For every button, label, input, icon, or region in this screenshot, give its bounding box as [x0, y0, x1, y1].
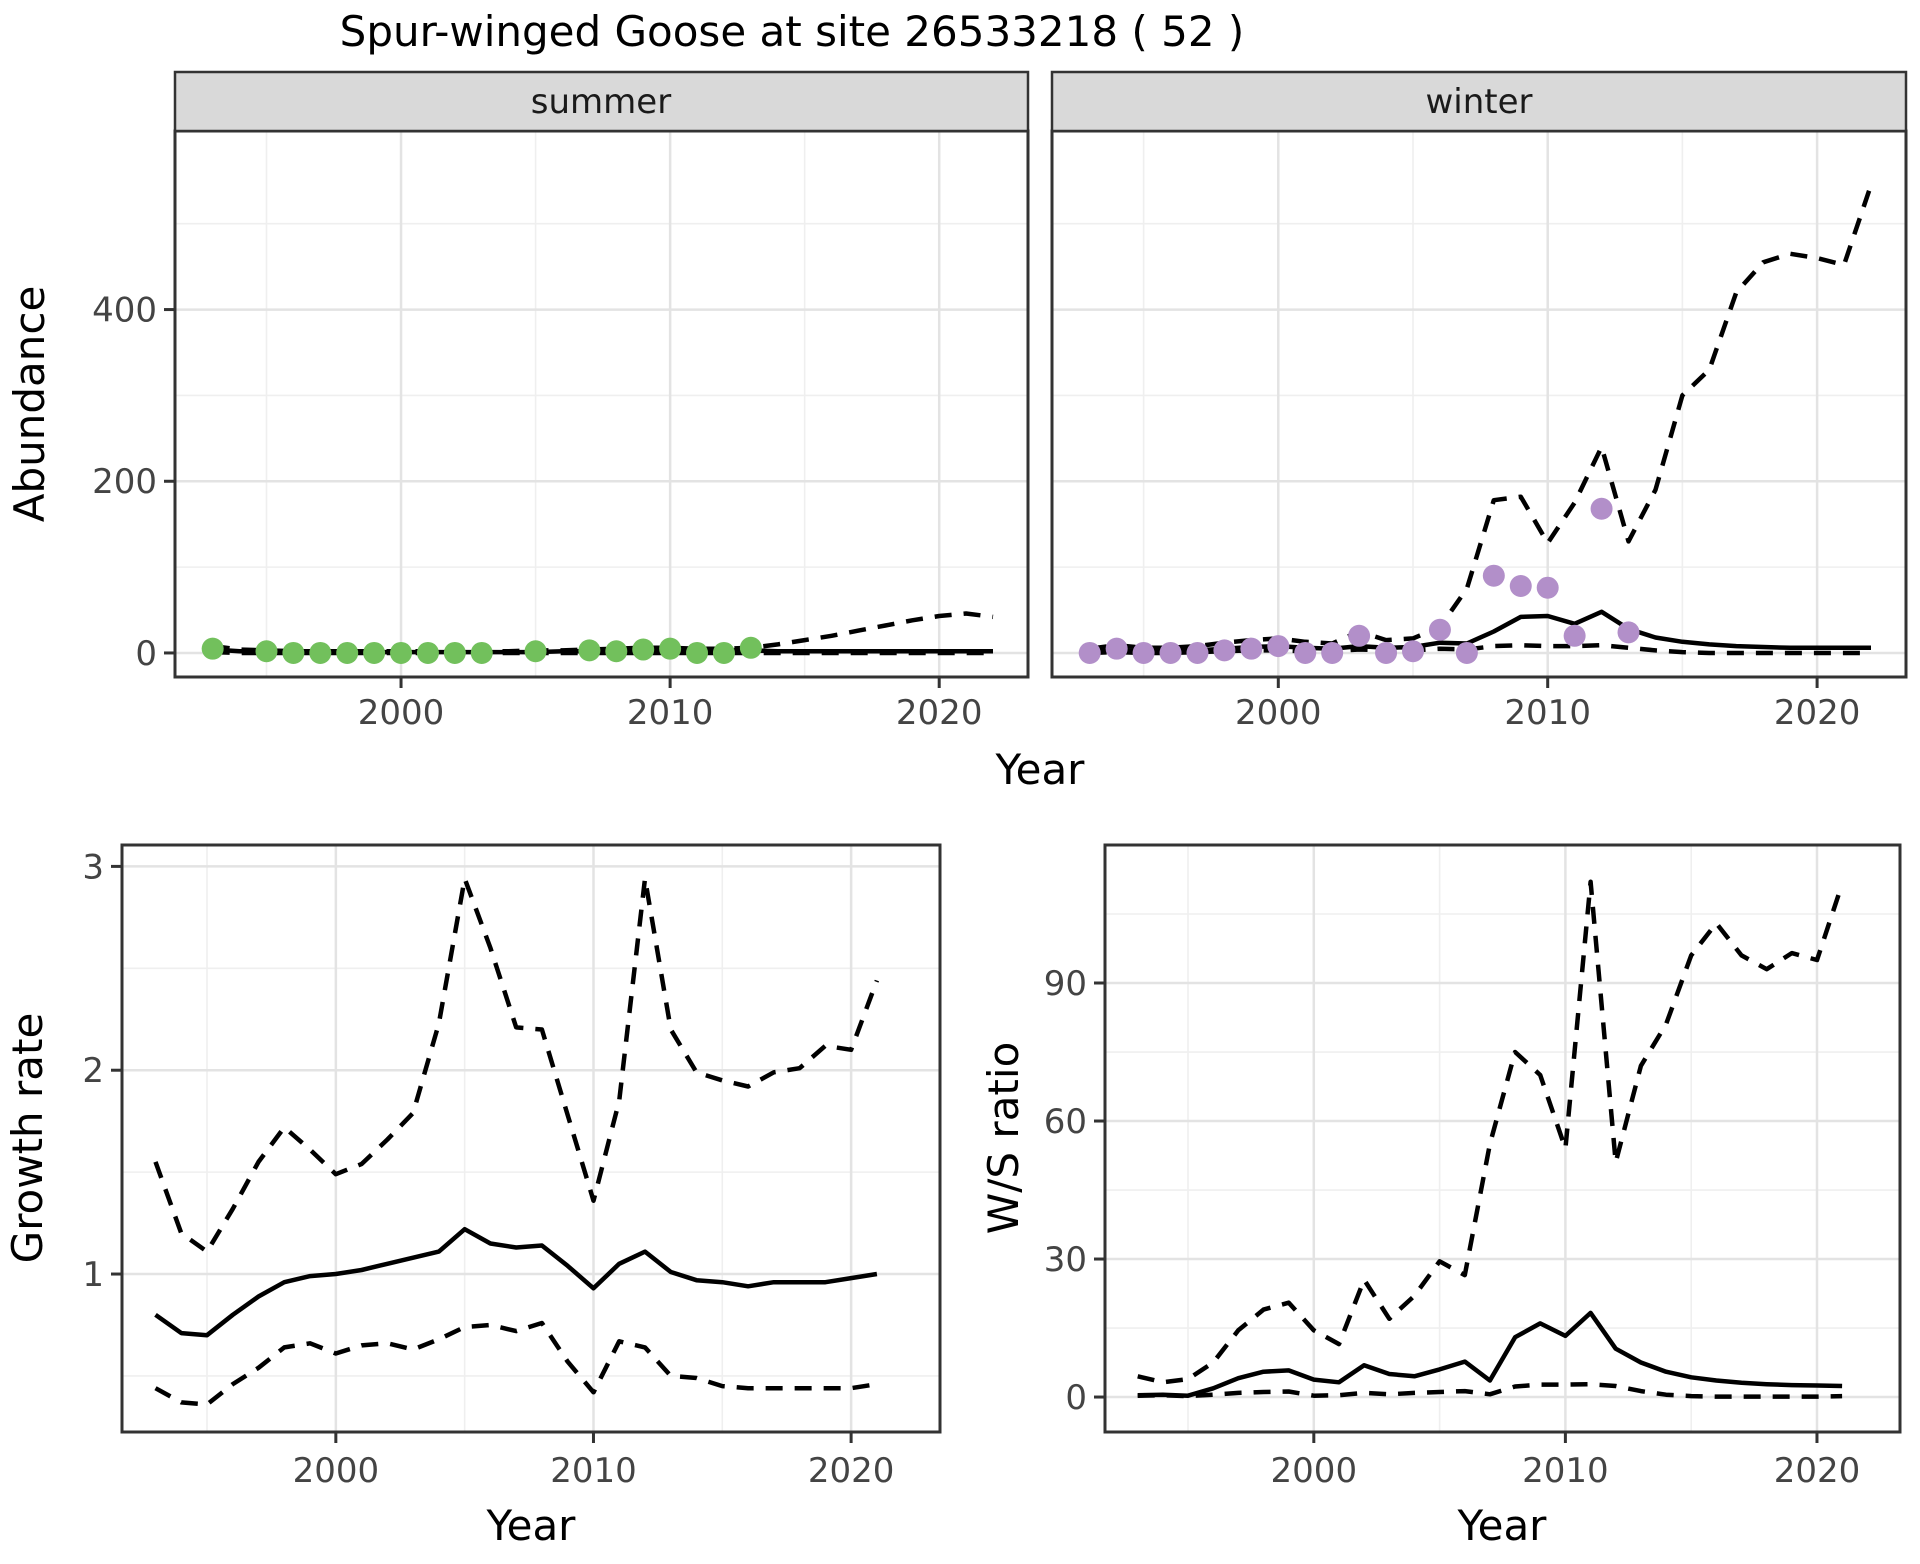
abundance-winter-observed-counts-point [1401, 640, 1424, 663]
series-group [153, 876, 880, 1407]
abundance-summer-observed-counts-point [363, 641, 386, 664]
abundance-winter-observed-counts-point [1159, 641, 1182, 664]
x-tick-label: 2010 [550, 1451, 637, 1491]
ws-ratio-lower-ci [1137, 1381, 1843, 1399]
panel-background [122, 845, 940, 1432]
y-tick-label: 2 [82, 1051, 104, 1091]
ws-ratio-upper-ci [1137, 879, 1845, 1385]
facet-strip-summer [173, 70, 1030, 133]
y-tick-label: 200 [92, 462, 157, 502]
abundance-summer-observed-counts-point [524, 640, 547, 663]
growth-rate-model-median [154, 1226, 878, 1338]
x-axis-title-top: Year [995, 745, 1086, 794]
x-tick-label: 2010 [627, 693, 714, 733]
abundance-summer-observed-counts-point [632, 638, 655, 661]
abundance-winter-panel: 2000 2010 2020 [1050, 129, 1908, 733]
x-axis-title-growth-rate: Year [486, 1501, 577, 1550]
abundance-winter-observed-counts-point [1186, 641, 1209, 664]
y-axis-title-abundance: Abundance [5, 286, 54, 523]
abundance-winter-observed-counts-point [1348, 624, 1371, 647]
x-tick-label: 2010 [1504, 693, 1591, 733]
abundance-winter-observed-counts-point [1240, 637, 1263, 660]
y-tick-label: 400 [92, 290, 157, 330]
y-tick-label: 90 [1044, 964, 1087, 1004]
abundance-winter-observed-counts-point [1482, 564, 1505, 587]
abundance-summer-observed-counts-point [686, 641, 709, 664]
x-tick-label: 2000 [293, 1451, 380, 1491]
abundance-summer-observed-counts-point [416, 641, 439, 664]
abundance-winter-observed-counts-point [1294, 641, 1317, 664]
abundance-summer-observed-counts-point [659, 637, 682, 660]
panel-background [1105, 845, 1900, 1432]
y-tick-label: 30 [1044, 1240, 1087, 1280]
abundance-summer-observed-counts-point [470, 641, 493, 664]
abundance-summer-observed-counts-point [578, 639, 601, 662]
y-tick-label: 0 [135, 634, 157, 674]
panel-background [1052, 131, 1906, 677]
abundance-summer-observed-counts-point [282, 641, 305, 664]
strip-label-winter: winter [1425, 82, 1532, 122]
abundance-winter-observed-counts-point [1375, 641, 1398, 664]
abundance-winter-observed-counts-point [1536, 576, 1559, 599]
growth-rate-lower-ci [154, 1320, 878, 1407]
growth-rate-upper-ci [153, 876, 880, 1254]
abundance-summer-observed-counts-point [390, 641, 413, 664]
y-axis-title-growth-rate: Growth rate [3, 1013, 52, 1264]
ws-ratio-panel: 2000 2010 2020 0 30 60 90 [1044, 843, 1902, 1491]
abundance-winter-observed-counts-point [1428, 618, 1451, 641]
abundance-winter-observed-counts-point [1105, 637, 1128, 660]
y-axis-title-ws-ratio: W/S ratio [979, 1042, 1028, 1235]
abundance-summer-observed-counts-point [739, 636, 762, 659]
abundance-winter-observed-counts-point [1590, 497, 1613, 520]
x-tick-label: 2020 [1774, 693, 1861, 733]
abundance-winter-observed-counts-point [1509, 575, 1532, 597]
x-axis-title-ws-ratio: Year [1457, 1501, 1548, 1550]
y-tick-label: 1 [82, 1255, 104, 1295]
facet-strip-winter [1050, 70, 1908, 133]
abundance-winter-observed-counts-point [1617, 621, 1640, 644]
panel-border [120, 843, 942, 1434]
abundance-summer-observed-counts-point [255, 640, 278, 663]
abundance-summer-observed-counts-point [605, 640, 628, 663]
abundance-winter-observed-counts-point [1078, 641, 1101, 664]
x-tick-label: 2000 [1271, 1451, 1358, 1491]
ws-ratio-model-median [1137, 1310, 1843, 1398]
abundance-summer-observed-counts-point [309, 641, 332, 664]
series-group [1137, 879, 1845, 1399]
abundance-summer-observed-counts-point [443, 641, 466, 664]
panel-border [1103, 843, 1902, 1434]
abundance-winter-observed-counts-point [1213, 639, 1236, 662]
abundance-winter-observed-counts-point [1455, 641, 1478, 664]
abundance-winter-observed-counts-point [1267, 635, 1290, 658]
abundance-summer-observed-counts-point [336, 641, 359, 664]
abundance-summer-observed-counts-point [712, 641, 735, 664]
figure-title: Spur-winged Goose at site 26533218 ( 52 … [340, 7, 1245, 56]
y-tick-label: 60 [1044, 1102, 1087, 1142]
abundance-winter-observed-counts-point [1563, 624, 1586, 647]
x-tick-label: 2000 [358, 693, 445, 733]
panel-background [175, 131, 1028, 677]
growth-rate-panel: 2000 2010 2020 1 2 3 [82, 843, 942, 1491]
abundance-summer-panel: 2000 2010 2020 0 200 400 [92, 129, 1030, 733]
x-tick-label: 2020 [896, 693, 983, 733]
y-tick-label: 3 [82, 847, 104, 887]
strip-label-summer: summer [531, 82, 671, 122]
x-tick-label: 2020 [1774, 1451, 1861, 1491]
series-group [201, 611, 994, 664]
x-tick-label: 2010 [1522, 1451, 1609, 1491]
x-tick-label: 2000 [1235, 693, 1322, 733]
y-tick-label: 0 [1065, 1378, 1087, 1418]
series-group [1078, 184, 1874, 664]
abundance-winter-observed-counts-point [1132, 641, 1155, 664]
abundance-summer-observed-counts-point [201, 637, 224, 660]
x-tick-label: 2020 [808, 1451, 895, 1491]
abundance-winter-observed-counts-point [1321, 641, 1344, 664]
